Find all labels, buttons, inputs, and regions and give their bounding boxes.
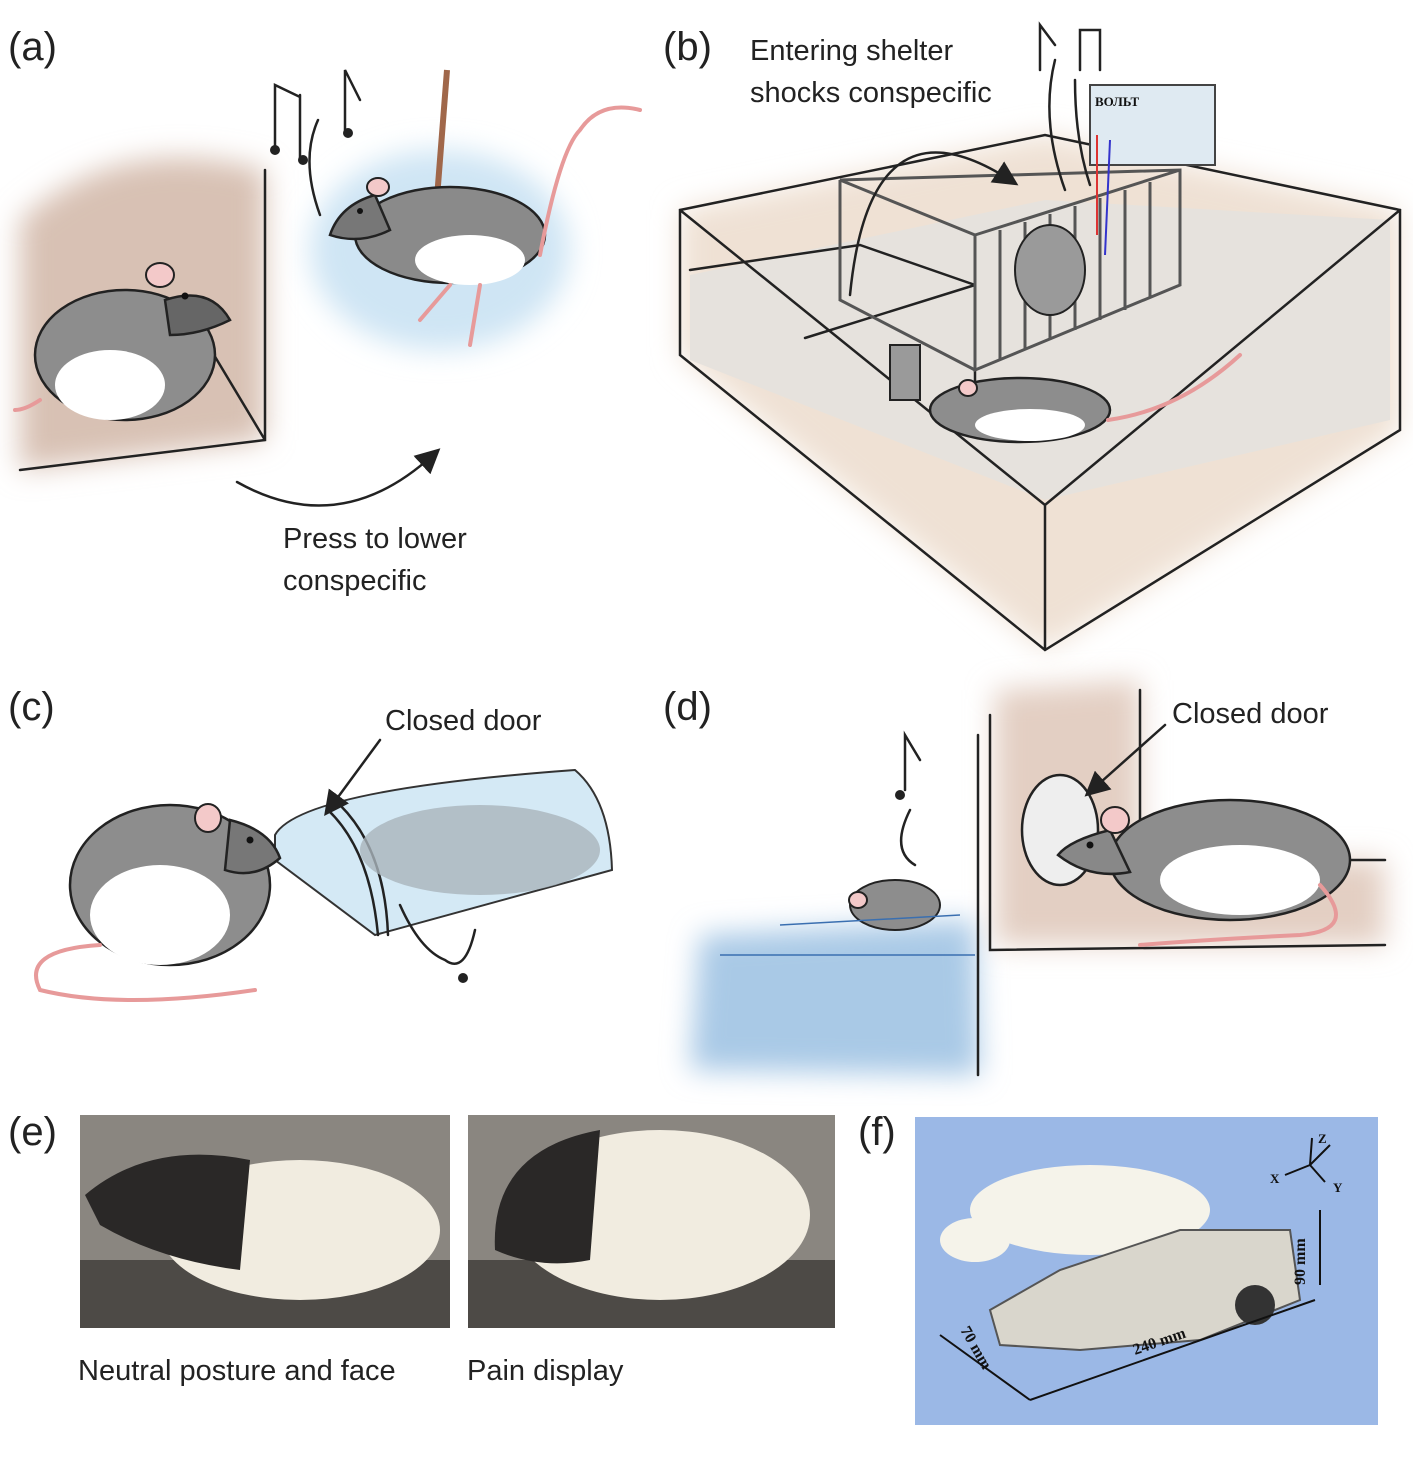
caption: Entering shelter	[750, 35, 953, 67]
callout-arrow	[1084, 723, 1167, 797]
panel-e: (e) Neutral posture and face Pain displa…	[8, 1110, 835, 1387]
dimension-lines	[939, 1210, 1321, 1401]
shape	[145, 262, 175, 288]
rat-pressing	[13, 262, 232, 422]
music-note	[899, 730, 922, 867]
real-rat-head	[940, 1218, 1010, 1262]
callout: Closed door	[385, 705, 542, 737]
panel-d: (d) Closed door	[663, 680, 1387, 1077]
callout-arrow	[324, 738, 382, 817]
panel-label: (f)	[858, 1110, 896, 1154]
caption: shocks conspecific	[750, 77, 992, 109]
action-arrow	[848, 151, 1019, 297]
shape	[975, 409, 1085, 441]
note-head	[458, 973, 468, 983]
shape	[958, 379, 978, 397]
panel-label: (d)	[663, 685, 712, 729]
shock-generator	[1089, 84, 1216, 166]
panel-label: (b)	[663, 25, 712, 69]
axis-label: Z	[1318, 1131, 1327, 1146]
note-head	[343, 128, 353, 138]
arena-floor	[690, 200, 1390, 500]
shape	[328, 193, 392, 241]
shape	[1160, 845, 1320, 915]
panel-f: X Y Z 240 mm 70 mm 90 mm (f)	[858, 1110, 1378, 1425]
note-head	[298, 155, 308, 165]
axis-label: X	[1270, 1171, 1280, 1186]
robot-rat	[988, 1229, 1302, 1352]
action-arrow	[235, 448, 441, 507]
shape	[1138, 883, 1338, 947]
shape	[1056, 828, 1132, 876]
panel-label: (e)	[8, 1110, 57, 1154]
shape	[90, 865, 230, 965]
trapped-rat	[360, 805, 600, 895]
music-notes	[1038, 21, 1102, 72]
rat-hanging	[328, 105, 642, 347]
shape	[357, 208, 363, 214]
panel-label: (a)	[8, 25, 57, 69]
sound-wave	[398, 903, 477, 965]
note-head	[895, 790, 905, 800]
photo-caption: Neutral posture and face	[78, 1355, 396, 1387]
photo-caption: Pain display	[467, 1355, 624, 1387]
caption: Press to lower	[283, 523, 467, 555]
axes-icon	[1284, 1137, 1331, 1183]
shape	[720, 914, 975, 956]
shape	[838, 168, 1182, 373]
shape	[181, 292, 189, 300]
callout: Closed door	[1172, 698, 1329, 730]
note-head	[270, 145, 280, 155]
rat-swimming	[720, 879, 975, 956]
water	[690, 920, 980, 1075]
shape	[1086, 841, 1094, 849]
sound-wave	[308, 118, 322, 217]
shape	[366, 177, 390, 197]
robot-wheel	[1235, 1285, 1275, 1325]
rat-head	[494, 1130, 600, 1264]
shape	[246, 836, 254, 844]
shape	[538, 105, 642, 257]
real-rat	[970, 1165, 1210, 1255]
shape	[13, 398, 42, 412]
music-notes	[273, 69, 362, 162]
panel-b: ВОЛЬТ (b) Entering shelter shocks conspe…	[663, 21, 1402, 652]
caption: conspecific	[283, 565, 426, 597]
rat-free	[34, 803, 282, 1002]
rat-head	[85, 1154, 250, 1270]
rat-rescuer	[1056, 798, 1352, 947]
shelter-door	[889, 344, 921, 401]
rat-floor	[928, 353, 1242, 444]
shape	[1106, 353, 1242, 422]
meter-label: ВОЛЬТ	[1095, 94, 1139, 109]
shape	[223, 818, 282, 875]
panel-c: (c) Closed door	[8, 685, 614, 1002]
panel-label: (c)	[8, 685, 55, 729]
wire	[1104, 139, 1111, 256]
arena-walls	[678, 133, 1402, 652]
shocked-rat	[1014, 224, 1086, 316]
shape	[415, 235, 525, 285]
shape	[418, 283, 482, 347]
axis-label: Y	[1333, 1180, 1343, 1195]
shape	[55, 350, 165, 420]
sound-wave	[1048, 58, 1092, 192]
shape	[848, 891, 868, 909]
dimension-label: 90 mm	[1292, 1238, 1309, 1285]
panel-a: (a) Press to lower conspecific	[8, 25, 642, 597]
shape	[34, 943, 257, 1002]
shape	[1100, 806, 1130, 834]
shape	[194, 803, 222, 833]
